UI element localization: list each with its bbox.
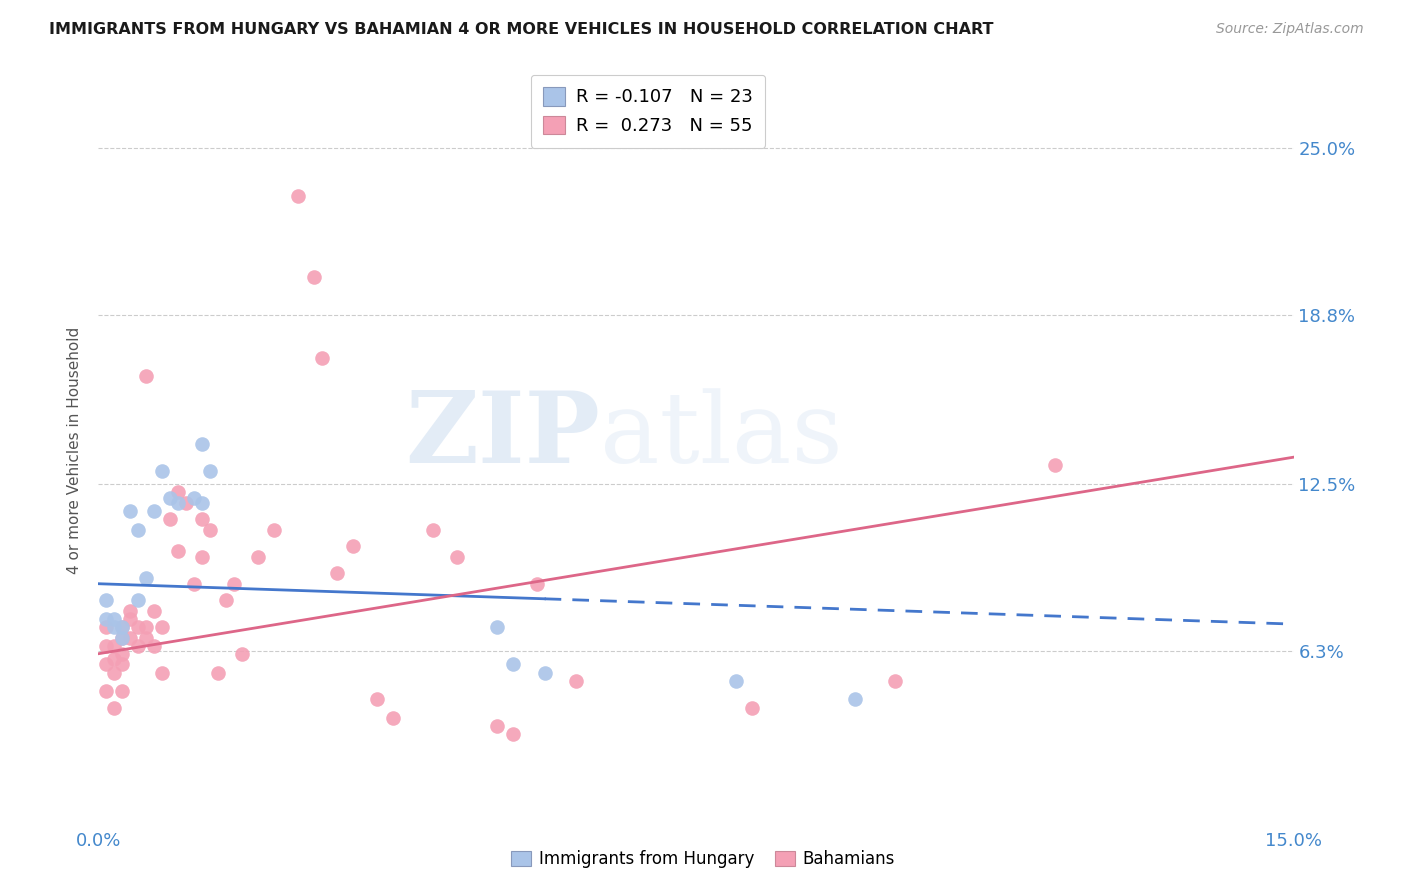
- Point: [103, 639, 125, 653]
- Point: [159, 491, 181, 505]
- Text: ZIP: ZIP: [405, 387, 600, 484]
- Point: [741, 700, 763, 714]
- Point: [246, 549, 269, 564]
- Point: [231, 647, 253, 661]
- Text: atlas: atlas: [600, 388, 844, 483]
- Point: [844, 692, 866, 706]
- Point: [135, 571, 157, 585]
- Y-axis label: 4 or more Vehicles in Household: 4 or more Vehicles in Household: [67, 326, 83, 574]
- Point: [111, 684, 134, 698]
- Point: [263, 523, 285, 537]
- Point: [502, 727, 524, 741]
- Point: [326, 566, 349, 580]
- Point: [485, 620, 508, 634]
- Point: [366, 692, 388, 706]
- Point: [127, 523, 149, 537]
- Point: [150, 620, 173, 634]
- Point: [159, 512, 181, 526]
- Point: [96, 657, 118, 672]
- Point: [207, 665, 229, 680]
- Point: [96, 620, 118, 634]
- Point: [143, 604, 166, 618]
- Point: [222, 576, 245, 591]
- Point: [150, 464, 173, 478]
- Legend: Immigrants from Hungary, Bahamians: Immigrants from Hungary, Bahamians: [505, 844, 901, 875]
- Point: [111, 620, 134, 634]
- Point: [191, 512, 214, 526]
- Point: [502, 657, 524, 672]
- Point: [183, 576, 205, 591]
- Point: [422, 523, 444, 537]
- Point: [111, 620, 134, 634]
- Point: [120, 612, 142, 626]
- Point: [96, 612, 118, 626]
- Point: [111, 631, 134, 645]
- Point: [143, 504, 166, 518]
- Point: [96, 593, 118, 607]
- Point: [96, 684, 118, 698]
- Point: [120, 504, 142, 518]
- Point: [382, 711, 405, 725]
- Point: [167, 485, 190, 500]
- Point: [191, 496, 214, 510]
- Point: [884, 673, 907, 688]
- Point: [150, 665, 173, 680]
- Point: [120, 604, 142, 618]
- Point: [287, 189, 309, 203]
- Point: [191, 549, 214, 564]
- Point: [191, 436, 214, 450]
- Point: [127, 639, 149, 653]
- Point: [198, 523, 221, 537]
- Point: [446, 549, 468, 564]
- Point: [198, 464, 221, 478]
- Point: [311, 351, 333, 365]
- Point: [111, 647, 134, 661]
- Point: [96, 639, 118, 653]
- Point: [724, 673, 747, 688]
- Point: [302, 269, 325, 284]
- Point: [174, 496, 197, 510]
- Legend: R = -0.107   N = 23, R =  0.273   N = 55: R = -0.107 N = 23, R = 0.273 N = 55: [531, 75, 765, 147]
- Point: [1043, 458, 1066, 473]
- Point: [103, 612, 125, 626]
- Point: [103, 652, 125, 666]
- Point: [135, 369, 157, 384]
- Point: [183, 491, 205, 505]
- Point: [103, 700, 125, 714]
- Point: [485, 719, 508, 733]
- Point: [167, 496, 190, 510]
- Point: [526, 576, 548, 591]
- Point: [342, 539, 364, 553]
- Point: [127, 593, 149, 607]
- Text: Source: ZipAtlas.com: Source: ZipAtlas.com: [1216, 22, 1364, 37]
- Point: [103, 665, 125, 680]
- Point: [215, 593, 238, 607]
- Point: [143, 639, 166, 653]
- Point: [111, 631, 134, 645]
- Point: [533, 665, 555, 680]
- Point: [120, 631, 142, 645]
- Point: [111, 657, 134, 672]
- Point: [565, 673, 588, 688]
- Point: [135, 620, 157, 634]
- Point: [127, 620, 149, 634]
- Point: [167, 544, 190, 558]
- Point: [103, 620, 125, 634]
- Text: IMMIGRANTS FROM HUNGARY VS BAHAMIAN 4 OR MORE VEHICLES IN HOUSEHOLD CORRELATION : IMMIGRANTS FROM HUNGARY VS BAHAMIAN 4 OR…: [49, 22, 994, 37]
- Point: [135, 631, 157, 645]
